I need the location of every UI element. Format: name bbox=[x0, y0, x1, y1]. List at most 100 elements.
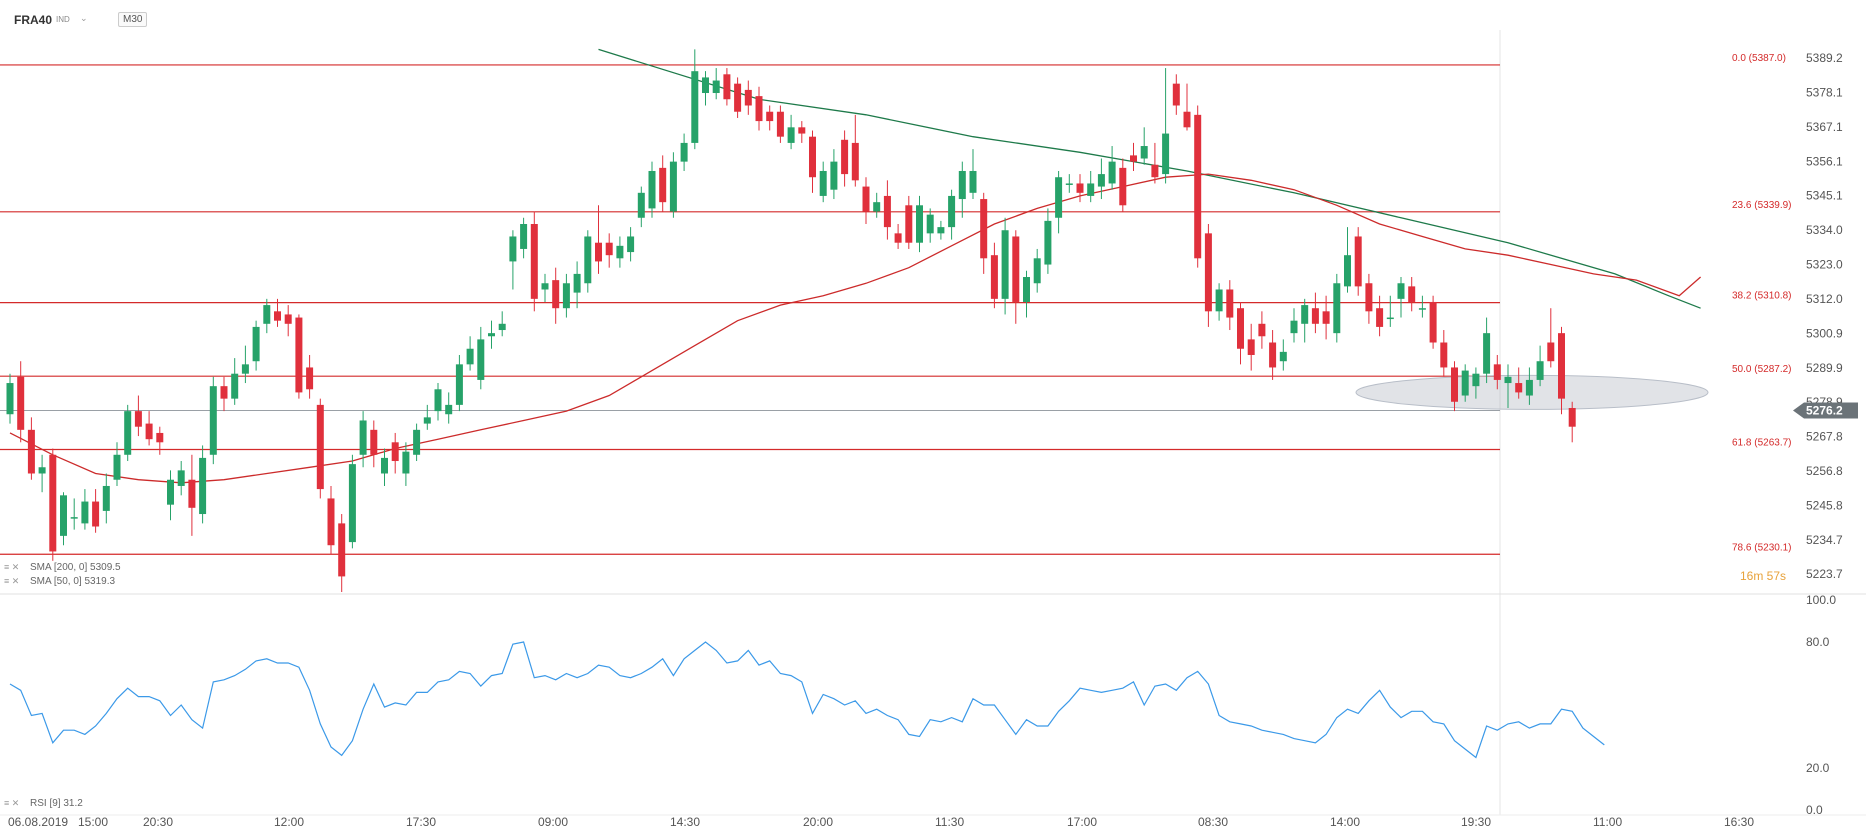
candle[interactable] bbox=[488, 320, 495, 349]
candle[interactable] bbox=[252, 320, 260, 371]
candle[interactable] bbox=[498, 311, 506, 337]
candle[interactable] bbox=[413, 423, 421, 462]
rsi-line[interactable] bbox=[9, 641, 1605, 759]
candle[interactable] bbox=[370, 420, 378, 468]
candle[interactable] bbox=[316, 398, 324, 499]
candle[interactable] bbox=[124, 404, 132, 462]
timeframe-select[interactable]: M30 bbox=[118, 12, 148, 27]
sma-50-line[interactable] bbox=[9, 173, 1702, 484]
candle[interactable] bbox=[530, 211, 538, 312]
candle[interactable] bbox=[381, 448, 388, 486]
candle[interactable] bbox=[1365, 273, 1373, 324]
candle[interactable] bbox=[980, 192, 988, 274]
candle[interactable] bbox=[926, 208, 934, 243]
candle[interactable] bbox=[1408, 277, 1416, 312]
candle[interactable] bbox=[958, 161, 966, 218]
candle[interactable] bbox=[723, 68, 731, 106]
candle[interactable] bbox=[327, 485, 335, 555]
candle[interactable] bbox=[241, 345, 249, 384]
candle[interactable] bbox=[1301, 298, 1309, 343]
candle[interactable] bbox=[680, 133, 688, 171]
candle[interactable] bbox=[905, 195, 913, 249]
candle[interactable] bbox=[691, 49, 699, 150]
candle[interactable] bbox=[1515, 367, 1523, 399]
candle[interactable] bbox=[1162, 68, 1170, 184]
candle[interactable] bbox=[1247, 323, 1255, 371]
candle[interactable] bbox=[1237, 301, 1244, 365]
candle[interactable] bbox=[70, 498, 78, 530]
candle[interactable] bbox=[702, 71, 709, 106]
candle[interactable] bbox=[177, 461, 185, 496]
candle[interactable] bbox=[1215, 283, 1223, 321]
candle[interactable] bbox=[1386, 295, 1394, 327]
candle[interactable] bbox=[466, 336, 474, 371]
candle[interactable] bbox=[391, 432, 399, 474]
candle[interactable] bbox=[755, 86, 763, 131]
candle[interactable] bbox=[1311, 292, 1319, 334]
candle[interactable] bbox=[787, 114, 795, 150]
candle[interactable] bbox=[92, 489, 100, 533]
candle[interactable] bbox=[520, 217, 528, 259]
candle[interactable] bbox=[81, 489, 89, 530]
candle[interactable] bbox=[841, 130, 849, 187]
candle[interactable] bbox=[1397, 277, 1405, 318]
candle[interactable] bbox=[1194, 105, 1202, 268]
candle[interactable] bbox=[1097, 158, 1105, 200]
candle[interactable] bbox=[17, 361, 25, 443]
sma-50-legend[interactable]: ≡ ✕ SMA [50, 0] 5319.3 bbox=[4, 576, 115, 587]
candle[interactable] bbox=[627, 227, 635, 262]
candle[interactable] bbox=[1504, 364, 1512, 408]
candle[interactable] bbox=[209, 376, 217, 465]
candle[interactable] bbox=[776, 105, 784, 143]
candle[interactable] bbox=[862, 177, 870, 224]
candle[interactable] bbox=[948, 189, 956, 240]
candle[interactable] bbox=[1440, 330, 1448, 377]
candle[interactable] bbox=[669, 152, 677, 218]
candle[interactable] bbox=[1354, 227, 1362, 296]
candle[interactable] bbox=[1044, 208, 1052, 274]
candle[interactable] bbox=[734, 77, 742, 118]
candle[interactable] bbox=[1151, 142, 1159, 184]
sma-200-legend[interactable]: ≡ ✕ SMA [200, 0] 5309.5 bbox=[4, 562, 121, 573]
candle[interactable] bbox=[477, 326, 485, 390]
candle[interactable] bbox=[274, 298, 281, 327]
candle[interactable] bbox=[1065, 174, 1073, 193]
candle[interactable] bbox=[1333, 273, 1341, 343]
candle[interactable] bbox=[1451, 361, 1458, 412]
candle[interactable] bbox=[1023, 270, 1030, 318]
candle[interactable] bbox=[1119, 158, 1127, 212]
candle[interactable] bbox=[199, 445, 207, 524]
candle[interactable] bbox=[605, 233, 613, 268]
candle[interactable] bbox=[348, 454, 356, 549]
candle[interactable] bbox=[6, 373, 14, 424]
candle[interactable] bbox=[1204, 224, 1212, 327]
candle[interactable] bbox=[562, 273, 570, 318]
rsi-legend[interactable]: ≡ ✕ RSI [9] 31.2 bbox=[4, 798, 83, 809]
symbol-label[interactable]: FRA40 bbox=[14, 13, 53, 27]
candle[interactable] bbox=[1290, 308, 1298, 343]
candle[interactable] bbox=[1087, 170, 1095, 203]
candle[interactable] bbox=[231, 358, 239, 405]
candle[interactable] bbox=[338, 514, 346, 592]
candle[interactable] bbox=[830, 149, 838, 200]
candle[interactable] bbox=[1568, 401, 1576, 443]
candle[interactable] bbox=[744, 80, 752, 115]
candle[interactable] bbox=[1429, 295, 1437, 349]
candle[interactable] bbox=[766, 105, 774, 131]
candle[interactable] bbox=[263, 298, 271, 334]
candle[interactable] bbox=[883, 180, 891, 240]
candle[interactable] bbox=[295, 314, 303, 399]
candle[interactable] bbox=[1558, 326, 1565, 415]
candle[interactable] bbox=[220, 376, 228, 412]
candle[interactable] bbox=[1536, 345, 1544, 387]
candle[interactable] bbox=[60, 492, 67, 546]
candle[interactable] bbox=[1493, 354, 1501, 390]
candle[interactable] bbox=[1055, 170, 1063, 234]
candle[interactable] bbox=[1279, 339, 1287, 371]
candle[interactable] bbox=[819, 161, 827, 203]
candle[interactable] bbox=[637, 186, 645, 228]
candle[interactable] bbox=[648, 161, 656, 218]
candle[interactable] bbox=[455, 354, 463, 412]
candle[interactable] bbox=[573, 261, 581, 309]
